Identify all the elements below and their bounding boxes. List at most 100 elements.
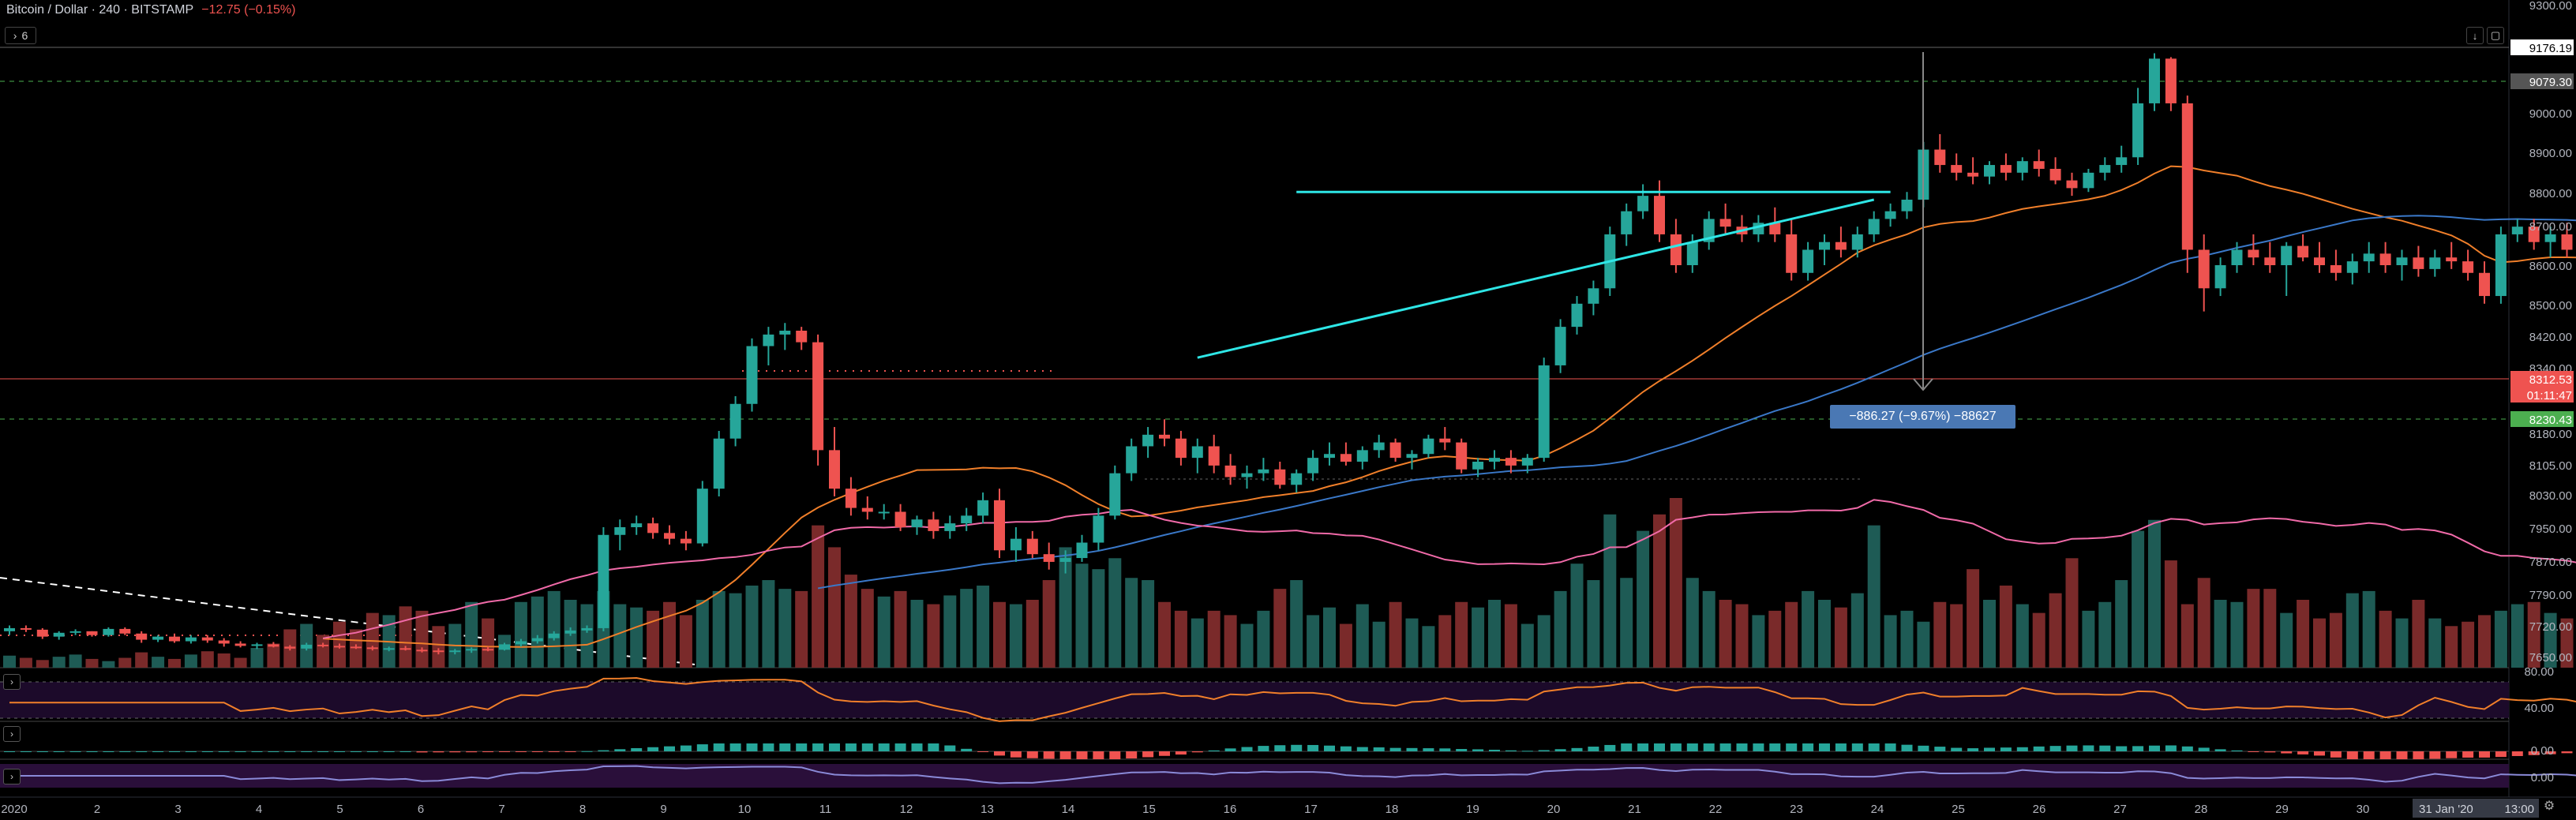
candle-body[interactable] xyxy=(564,630,576,634)
candle-body[interactable] xyxy=(2528,227,2540,242)
candle-body[interactable] xyxy=(301,644,313,649)
candle-body[interactable] xyxy=(383,648,395,650)
candle-body[interactable] xyxy=(2181,103,2193,250)
candle-body[interactable] xyxy=(1093,515,1104,543)
candle-body[interactable] xyxy=(2132,103,2144,158)
candle-body[interactable] xyxy=(614,527,626,535)
candle-body[interactable] xyxy=(2049,168,2061,181)
candle-body[interactable] xyxy=(268,644,279,647)
candle-body[interactable] xyxy=(284,646,296,649)
candle-body[interactable] xyxy=(366,647,378,650)
trend-line[interactable] xyxy=(1197,198,1875,359)
candle-body[interactable] xyxy=(1324,454,1335,459)
candle-body[interactable] xyxy=(433,650,444,653)
candle-body[interactable] xyxy=(2396,257,2408,265)
candle-body[interactable] xyxy=(1406,454,1418,459)
candle-body[interactable] xyxy=(1389,442,1401,459)
candle-body[interactable] xyxy=(2214,265,2226,289)
candle-body[interactable] xyxy=(944,523,956,531)
candle-body[interactable] xyxy=(1901,200,1913,212)
trend-lines[interactable] xyxy=(1197,190,1891,359)
candle-body[interactable] xyxy=(664,533,675,539)
maximize-button[interactable]: ▢ xyxy=(2487,27,2504,44)
candle-body[interactable] xyxy=(2281,245,2293,265)
candle-body[interactable] xyxy=(251,644,263,646)
candle-body[interactable] xyxy=(1076,542,1088,559)
candle-body[interactable] xyxy=(1059,558,1071,562)
candle-body[interactable] xyxy=(234,643,246,646)
candle-body[interactable] xyxy=(796,331,808,343)
candle-body[interactable] xyxy=(2495,234,2507,297)
candle-body[interactable] xyxy=(2479,272,2490,297)
candle-body[interactable] xyxy=(1554,327,1566,365)
candle-body[interactable] xyxy=(2116,157,2128,166)
candle-body[interactable] xyxy=(1654,196,1665,234)
candle-body[interactable] xyxy=(2165,58,2177,103)
candle-body[interactable] xyxy=(1489,458,1500,462)
candle-body[interactable] xyxy=(861,507,873,512)
candle-body[interactable] xyxy=(631,523,643,527)
candle-body[interactable] xyxy=(1769,223,1781,234)
candle-body[interactable] xyxy=(1340,454,1352,462)
candle-body[interactable] xyxy=(1588,288,1599,304)
candle-body[interactable] xyxy=(416,650,428,652)
candle-body[interactable] xyxy=(4,627,15,631)
candle-body[interactable] xyxy=(482,649,494,651)
candle-body[interactable] xyxy=(531,638,543,642)
candle-body[interactable] xyxy=(1274,469,1286,485)
candle-body[interactable] xyxy=(1967,172,1979,177)
candle-body[interactable] xyxy=(152,636,164,640)
candle-body[interactable] xyxy=(2544,234,2556,242)
candle-body[interactable] xyxy=(1851,234,1863,250)
candle-body[interactable] xyxy=(1026,538,1038,555)
candle-body[interactable] xyxy=(201,637,213,641)
candle-body[interactable] xyxy=(680,538,692,544)
candle-body[interactable] xyxy=(1951,165,1963,173)
candle-body[interactable] xyxy=(2248,249,2259,258)
candle-body[interactable] xyxy=(1356,450,1368,462)
candlesticks[interactable] xyxy=(4,53,2576,655)
candle-body[interactable] xyxy=(1637,196,1649,212)
macd-pane-toggle[interactable]: › xyxy=(3,726,21,742)
candle-body[interactable] xyxy=(1521,458,1533,466)
candle-body[interactable] xyxy=(1241,473,1253,477)
candle-body[interactable] xyxy=(1571,303,1583,328)
candle-body[interactable] xyxy=(1934,149,1946,166)
candle-body[interactable] xyxy=(581,627,593,631)
candle-body[interactable] xyxy=(1472,462,1484,470)
candle-body[interactable] xyxy=(2363,253,2375,262)
candle-body[interactable] xyxy=(2016,161,2028,173)
candle-body[interactable] xyxy=(1686,242,1698,265)
candle-body[interactable] xyxy=(1703,219,1715,242)
candle-body[interactable] xyxy=(994,500,1005,551)
candle-body[interactable] xyxy=(2033,161,2045,169)
candle-body[interactable] xyxy=(1719,219,1731,227)
candle-body[interactable] xyxy=(1819,242,1830,250)
candle-body[interactable] xyxy=(1423,438,1434,455)
candle-body[interactable] xyxy=(53,632,65,637)
candle-body[interactable] xyxy=(1043,554,1055,562)
candle-body[interactable] xyxy=(2379,253,2391,265)
candle-body[interactable] xyxy=(2346,261,2358,273)
candle-body[interactable] xyxy=(2314,257,2325,265)
candle-body[interactable] xyxy=(729,403,741,439)
candle-body[interactable] xyxy=(399,648,411,650)
candle-body[interactable] xyxy=(1505,458,1517,466)
candle-body[interactable] xyxy=(2149,58,2160,103)
candle-body[interactable] xyxy=(894,511,906,527)
candle-body[interactable] xyxy=(185,637,197,642)
settings-gear-icon[interactable]: ⚙ xyxy=(2543,799,2555,813)
price-axis[interactable]: 9300.00 9176.19 9079.30 9000.00 8900.00 8800.… xyxy=(2510,0,2574,784)
candle-body[interactable] xyxy=(2264,257,2276,265)
scroll-down-button[interactable]: ↓ xyxy=(2466,27,2484,44)
candle-body[interactable] xyxy=(1621,211,1633,234)
candle-body[interactable] xyxy=(103,628,114,635)
candle-body[interactable] xyxy=(696,489,708,544)
candle-body[interactable] xyxy=(911,519,923,527)
candle-body[interactable] xyxy=(2429,257,2441,269)
candle-body[interactable] xyxy=(1884,211,1896,219)
candle-body[interactable] xyxy=(1802,249,1814,273)
candle-body[interactable] xyxy=(20,627,32,630)
candle-body[interactable] xyxy=(2083,172,2094,189)
